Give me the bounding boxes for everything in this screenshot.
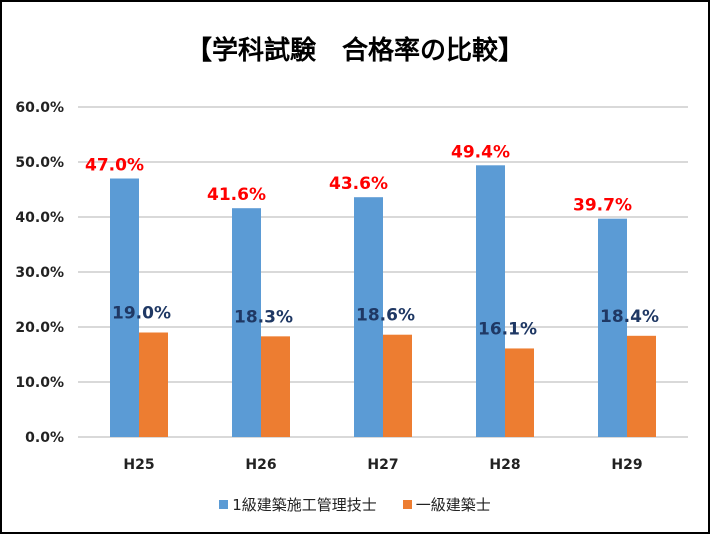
legend-item-series-0: 1級建築施工管理技士: [219, 494, 377, 515]
bar-series-1: [627, 335, 656, 437]
data-label: 47.0%: [85, 156, 144, 176]
data-label: 41.6%: [207, 185, 266, 205]
bar-series-0: [598, 218, 627, 437]
y-tick-label: 50.0%: [15, 155, 64, 171]
x-tick-label: H26: [245, 457, 276, 473]
data-label: 49.4%: [451, 142, 510, 162]
bar-series-0: [476, 165, 505, 438]
bar-series-1: [383, 334, 412, 437]
x-tick-label: H27: [367, 457, 398, 473]
data-label: 19.0%: [112, 304, 171, 324]
data-label: 18.4%: [600, 307, 659, 327]
y-tick-label: 0.0%: [25, 430, 64, 446]
y-tick-label: 40.0%: [15, 210, 64, 226]
y-tick-label: 30.0%: [15, 265, 64, 281]
legend: 1級建築施工管理技士 一級建築士: [2, 494, 708, 515]
y-tick-label: 20.0%: [15, 320, 64, 336]
data-label: 43.6%: [329, 174, 388, 194]
data-label: 39.7%: [573, 196, 632, 216]
chart-title: 【学科試験 合格率の比較】: [185, 36, 524, 66]
bar-series-1: [505, 348, 534, 437]
x-tick-label: H25: [123, 457, 154, 473]
bar-series-0: [232, 208, 261, 437]
bar-series-1: [261, 336, 290, 437]
data-label: 16.1%: [478, 319, 537, 339]
legend-label: 1級建築施工管理技士: [232, 496, 377, 514]
legend-swatch-blue: [219, 500, 229, 509]
x-tick-label: H28: [489, 457, 520, 473]
legend-swatch-orange: [402, 500, 412, 509]
y-tick-label: 60.0%: [15, 100, 64, 116]
bar-series-0: [354, 197, 383, 437]
bar-series-0: [110, 178, 139, 437]
data-label: 18.3%: [234, 307, 293, 327]
legend-item-series-1: 一級建築士: [402, 494, 491, 515]
bar-series-1: [139, 332, 168, 437]
data-label: 18.6%: [356, 306, 415, 326]
x-tick-label: H29: [611, 457, 642, 473]
legend-label: 一級建築士: [415, 496, 491, 514]
y-tick-label: 10.0%: [15, 375, 64, 391]
